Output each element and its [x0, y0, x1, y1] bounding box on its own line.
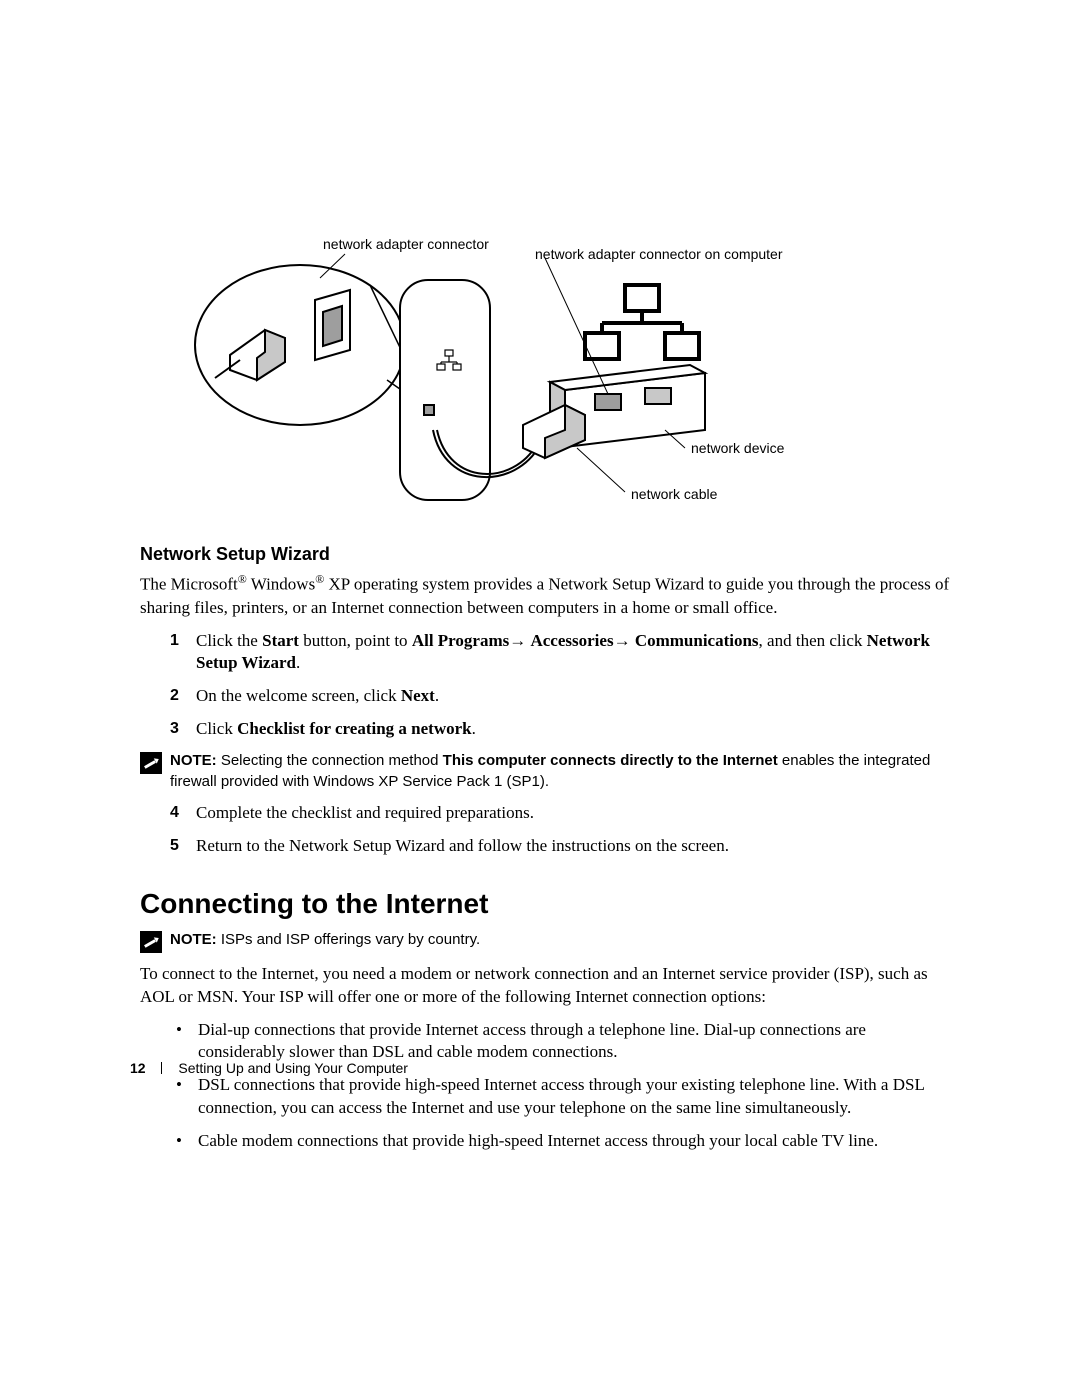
text-run: Accessories — [530, 631, 613, 650]
heading-network-setup-wizard: Network Setup Wizard — [140, 544, 950, 565]
text-run: → — [509, 631, 530, 650]
registered-icon: ® — [238, 572, 247, 586]
text-run: . — [435, 686, 439, 705]
network-diagram: network adapter connector network adapte… — [145, 230, 945, 520]
step-number: 1 — [170, 630, 179, 652]
note-callout-nsw: NOTE: Selecting the connection method Th… — [140, 751, 950, 792]
text-run: On the welcome screen, click — [196, 686, 401, 705]
text-run: Complete the checklist and required prep… — [196, 803, 534, 822]
text-run: ISPs and ISP offerings vary by country. — [217, 931, 480, 948]
text-run: This computer connects directly to the I… — [443, 752, 778, 769]
text-run: Start — [262, 631, 299, 650]
text-run: Communications — [635, 631, 759, 650]
step-number: 2 — [170, 685, 179, 707]
note-lead: NOTE: — [170, 752, 217, 769]
page-number: 12 — [130, 1060, 146, 1076]
step-item: 4 Complete the checklist and required pre… — [170, 802, 950, 825]
text-run: Click — [196, 719, 237, 738]
text-run: All Programs — [412, 631, 509, 650]
note-text: NOTE: ISPs and ISP offerings vary by cou… — [170, 930, 480, 950]
diagram-label-network-cable: network cable — [631, 486, 717, 502]
text-run: Return to the Network Setup Wizard and f… — [196, 836, 729, 855]
bullet-item: Dial-up connections that provide Interne… — [176, 1019, 950, 1065]
step-item: 1 Click the Start button, point to All Pr… — [170, 630, 950, 676]
step-number: 3 — [170, 718, 179, 740]
page-footer: 12 Setting Up and Using Your Computer — [130, 1060, 408, 1076]
step-number: 4 — [170, 802, 179, 824]
step-item: 2 On the welcome screen, click Next. — [170, 685, 950, 708]
nsw-steps-list-continued: 4 Complete the checklist and required pre… — [170, 802, 950, 858]
note-icon — [140, 931, 162, 953]
text-run: Next — [401, 686, 435, 705]
note-lead: NOTE: — [170, 931, 217, 948]
nsw-steps-list: 1 Click the Start button, point to All Pr… — [170, 630, 950, 742]
text-run: button, point to — [299, 631, 412, 650]
text-run: . — [472, 719, 476, 738]
text-run: , and then click — [759, 631, 867, 650]
note-icon — [140, 752, 162, 774]
cti-intro-paragraph: To connect to the Internet, you need a m… — [140, 963, 950, 1009]
text: Windows — [247, 575, 315, 594]
bullet-item: Cable modem connections that provide hig… — [176, 1130, 950, 1153]
text-run: → — [614, 631, 635, 650]
text-run: Checklist for creating a network — [237, 719, 472, 738]
nsw-intro-paragraph: The Microsoft® Windows® XP operating sys… — [140, 571, 950, 620]
bullet-item: DSL connections that provide high-speed … — [176, 1074, 950, 1120]
text-run: Click the — [196, 631, 262, 650]
step-item: 5 Return to the Network Setup Wizard and … — [170, 835, 950, 858]
registered-icon: ® — [315, 572, 324, 586]
cti-bullet-list: Dial-up connections that provide Interne… — [176, 1019, 950, 1154]
note-text: NOTE: Selecting the connection method Th… — [170, 751, 950, 792]
heading-connecting-to-internet: Connecting to the Internet — [140, 888, 950, 920]
text-run: Selecting the connection method — [217, 752, 443, 769]
diagram-label-adapter-connector: network adapter connector — [323, 236, 489, 252]
chapter-title: Setting Up and Using Your Computer — [178, 1060, 408, 1076]
network-diagram-svg — [145, 230, 945, 520]
footer-separator — [161, 1062, 162, 1074]
step-item: 3 Click Checklist for creating a network. — [170, 718, 950, 741]
step-number: 5 — [170, 835, 179, 857]
diagram-label-adapter-on-computer: network adapter connector on computer — [535, 246, 782, 262]
text: The Microsoft — [140, 575, 238, 594]
note-callout-isp: NOTE: ISPs and ISP offerings vary by cou… — [140, 930, 950, 953]
text-run: . — [296, 653, 300, 672]
diagram-label-network-device: network device — [691, 440, 784, 456]
